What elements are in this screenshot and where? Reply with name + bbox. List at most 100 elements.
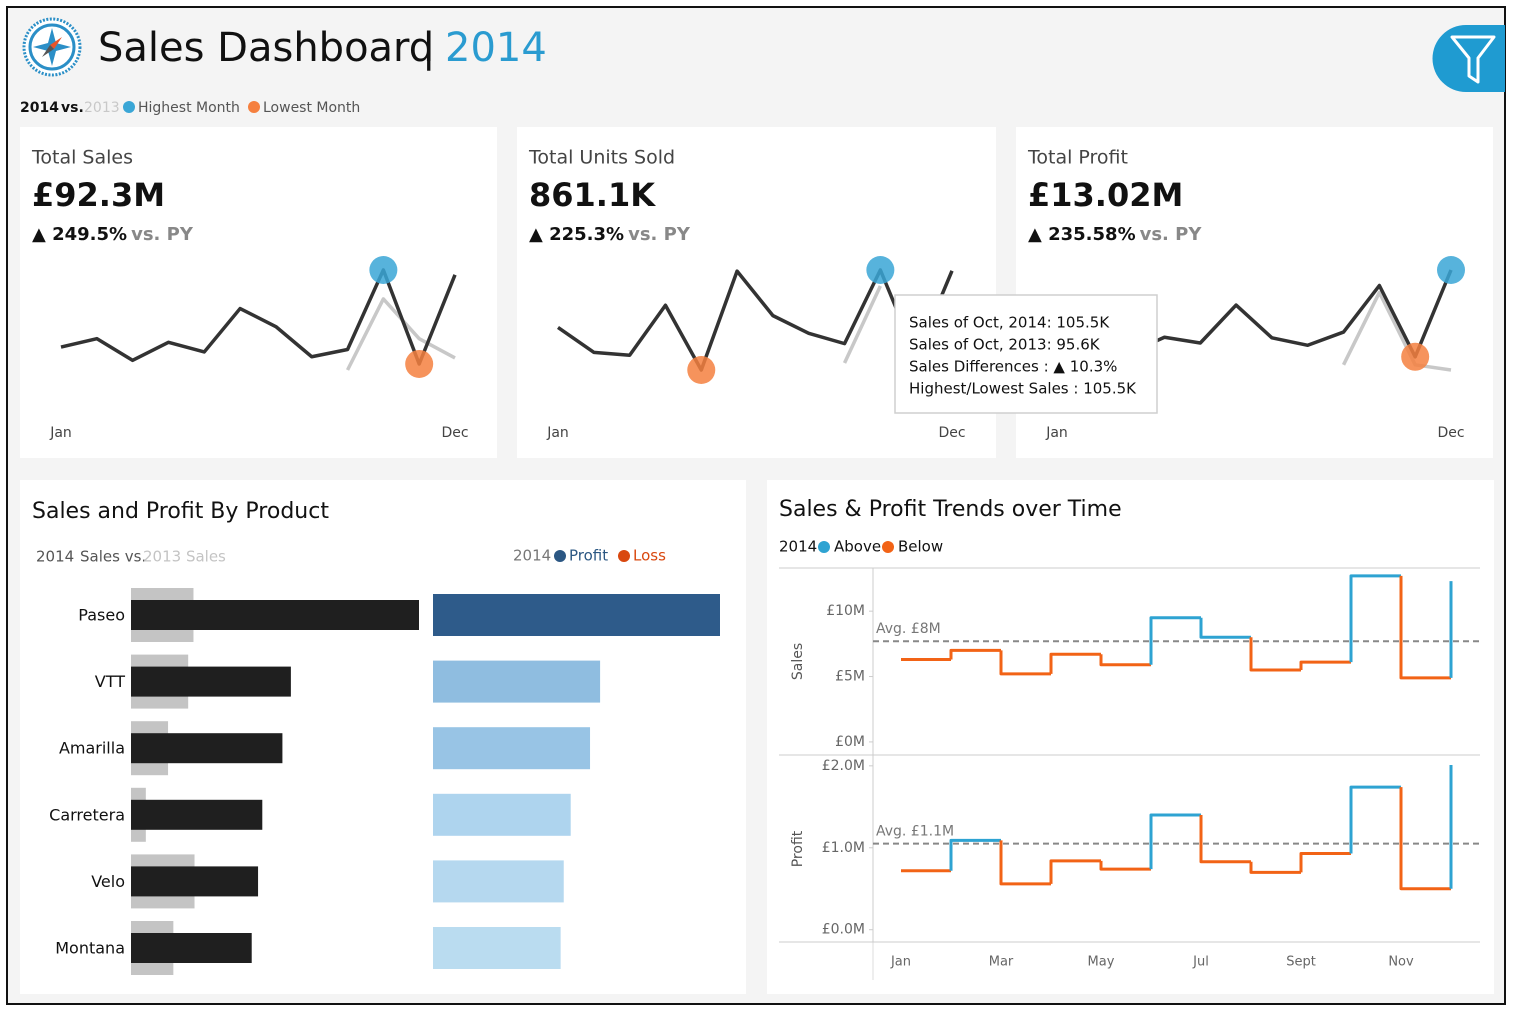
legend-profit: Profit — [569, 547, 608, 565]
kpi-vs: vs. PY — [628, 224, 691, 245]
chart-title: Sales and Profit By Product — [32, 499, 329, 524]
y-axis-title: Profit — [790, 830, 806, 867]
kpi-vs: vs. PY — [1140, 224, 1203, 245]
x-tick-label: May — [1088, 955, 1115, 970]
title-year: 2014 — [445, 25, 547, 71]
y-tick-label: £10M — [826, 603, 865, 619]
kpi-change-value: ▲ 249.5% — [32, 224, 127, 245]
y-tick-label: £2.0M — [822, 758, 865, 774]
step-segment — [949, 838, 1001, 871]
step-segment — [1299, 660, 1351, 670]
legend-mid: Sales vs. — [80, 548, 146, 566]
kpi-change-value: ▲ 225.3% — [529, 224, 624, 245]
tooltip-line: Sales of Oct, 2014: 105.5K — [909, 314, 1110, 332]
x-tick-label: Jul — [1192, 955, 1209, 970]
bar-current — [131, 799, 263, 830]
title-separator: | — [422, 25, 435, 71]
bar-current — [131, 933, 252, 963]
card — [767, 480, 1494, 994]
y-tick-label: £1.0M — [822, 840, 865, 856]
step-segment — [949, 648, 1001, 660]
chart-title: Sales & Profit Trends over Time — [779, 497, 1122, 522]
tooltip-line: Sales of Oct, 2013: 95.6K — [909, 336, 1101, 354]
kpi-change: ▲ 225.3% vs. PY — [529, 224, 691, 245]
legend-dot — [818, 541, 830, 553]
spark-line — [60, 268, 457, 366]
step-segment — [1149, 813, 1201, 870]
kpi-value: 861.1K — [529, 176, 656, 214]
x-tick-label: Jan — [49, 425, 72, 441]
legend-dot — [618, 550, 630, 562]
tooltip-line: Highest/Lowest Sales : 105.5K — [909, 380, 1137, 398]
legend-above: Above — [834, 538, 881, 556]
step-segment — [1399, 787, 1451, 891]
kpi-title: Total Units Sold — [528, 147, 675, 169]
spark-line — [842, 285, 882, 364]
kpi-value: £13.02M — [1028, 176, 1183, 214]
step-segment — [1099, 654, 1151, 667]
x-tick-label: Jan — [890, 955, 911, 970]
highest-dot — [866, 256, 895, 284]
y-tick-label: £0.0M — [822, 922, 865, 938]
spark-line — [557, 268, 954, 372]
y-tick-label: £5M — [835, 669, 865, 685]
category-label: Velo — [91, 872, 125, 891]
legend-dot — [248, 101, 260, 113]
kpi-change-value: ▲ 235.58% — [1028, 224, 1136, 245]
bar-current — [131, 733, 283, 764]
legend-current: 2014 — [20, 100, 59, 116]
title: Sales Dashboard — [98, 25, 434, 71]
category-label: Paseo — [78, 606, 125, 625]
x-tick-label: Mar — [989, 955, 1014, 970]
step-segment — [1149, 616, 1201, 665]
x-tick-label: Dec — [441, 425, 468, 441]
filter-button[interactable] — [1432, 25, 1505, 92]
category-label: Amarilla — [59, 739, 125, 758]
legend-loss: Loss — [633, 547, 666, 565]
average-label: Avg. £1.1M — [876, 824, 954, 840]
bar-current — [131, 666, 291, 697]
step-segment — [1199, 814, 1251, 864]
logo — [22, 17, 82, 77]
highest-dot — [1437, 256, 1465, 284]
bar-current — [131, 866, 259, 897]
x-tick-label: Nov — [1388, 955, 1414, 970]
bar-profit — [433, 927, 561, 969]
step-segment — [1199, 617, 1251, 639]
category-label: Montana — [55, 939, 125, 958]
x-tick-label: Jan — [546, 425, 569, 441]
legend-year: 2014 — [779, 538, 817, 556]
legend-year: 2014 — [513, 547, 551, 565]
lowest-dot — [405, 349, 434, 378]
y-tick-label: £0M — [835, 734, 865, 750]
category-label: Carretera — [49, 805, 125, 824]
card — [20, 127, 497, 458]
step-segment — [999, 650, 1051, 676]
bar-profit — [433, 793, 571, 836]
tooltip-line: Sales Differences : ▲ 10.3% — [909, 358, 1117, 376]
kpi-change: ▲ 235.58% vs. PY — [1028, 224, 1202, 245]
highest-dot — [369, 256, 398, 284]
legend-vs: vs. — [61, 100, 84, 116]
x-tick-label: Jan — [1045, 425, 1068, 441]
bar-profit — [433, 727, 591, 770]
legend-highest: Highest Month — [138, 100, 240, 116]
legend-current: 2014 — [36, 548, 74, 566]
step-segment — [1399, 575, 1451, 680]
step-segment — [1249, 861, 1301, 874]
step-segment — [1099, 860, 1151, 871]
legend-lowest: Lowest Month — [263, 100, 360, 116]
bar-profit — [433, 594, 720, 636]
x-tick-label: Dec — [1437, 425, 1464, 441]
bar-profit — [433, 860, 564, 903]
category-label: VTT — [95, 672, 125, 691]
step-segment — [999, 840, 1051, 886]
legend-previous: 2013 Sales — [143, 548, 226, 566]
kpi-value: £92.3M — [32, 176, 165, 214]
legend-dot — [554, 550, 566, 562]
x-tick-label: Dec — [938, 425, 965, 441]
legend-dot — [882, 541, 894, 553]
